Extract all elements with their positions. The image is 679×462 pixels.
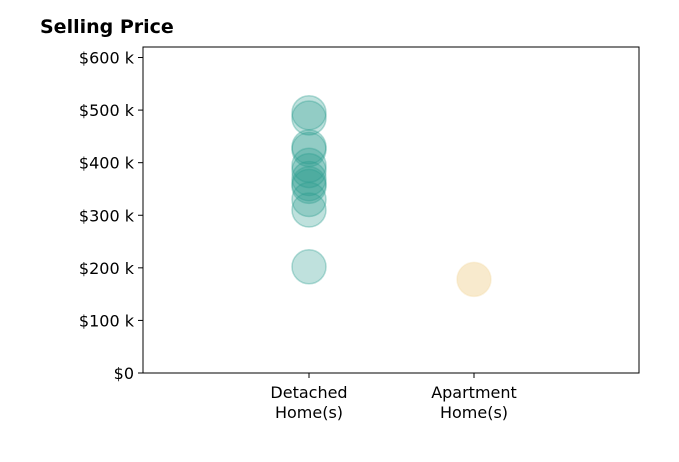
data-point xyxy=(291,192,327,228)
x-tick-label: Detached xyxy=(270,383,347,402)
data-point xyxy=(291,181,327,218)
y-tick-label: $400 k xyxy=(79,154,135,173)
data-point xyxy=(291,147,327,184)
chart-title: Selling Price xyxy=(40,16,174,38)
x-tick-label: Apartment xyxy=(431,383,517,402)
data-point xyxy=(291,131,327,168)
y-tick-label: $200 k xyxy=(79,259,135,278)
plot-frame xyxy=(142,46,640,374)
data-point xyxy=(291,160,327,197)
data-point xyxy=(456,261,492,298)
y-tick-label: $300 k xyxy=(79,206,135,225)
y-tick-label: $600 k xyxy=(79,49,135,68)
y-tick-label: $500 k xyxy=(79,101,135,120)
data-point xyxy=(291,100,327,136)
data-point xyxy=(291,165,327,202)
data-point xyxy=(291,168,327,205)
y-tick-label: $100 k xyxy=(79,311,135,330)
data-point xyxy=(291,129,327,165)
x-tick-label: Home(s) xyxy=(275,403,343,422)
y-tick-label: $0 xyxy=(114,364,134,383)
data-point xyxy=(291,94,327,131)
data-point xyxy=(291,249,327,285)
points-layer xyxy=(291,94,492,298)
data-point xyxy=(291,152,327,189)
y-axis: $0 $100 k $200 k $300 k $400 k $500 k $600 k xyxy=(79,49,143,383)
x-tick-label: Home(s) xyxy=(440,403,508,422)
